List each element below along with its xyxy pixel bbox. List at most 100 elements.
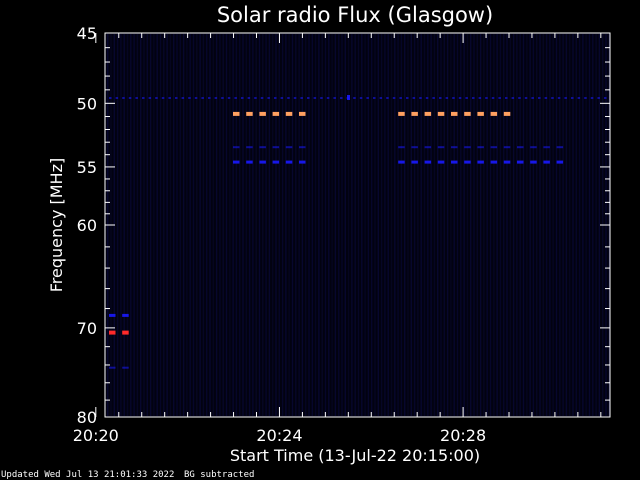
feature-dash-1 [259, 111, 266, 116]
feature-dash-6 [543, 160, 550, 164]
noise-stripe [146, 34, 148, 416]
feature-dash-2 [477, 111, 484, 116]
noise-stripe [265, 34, 267, 416]
noise-stripe [463, 34, 465, 416]
noise-stripe [206, 34, 208, 416]
noise-stripe [466, 34, 469, 416]
feature-dash-0 [326, 97, 330, 99]
feature-dash-9 [109, 366, 116, 369]
noise-stripe [331, 34, 333, 416]
noise-stripe [123, 34, 125, 416]
feature-dash-6 [530, 160, 537, 164]
updated-timestamp: Updated Wed Jul 13 21:01:33 2022 [1, 470, 175, 480]
feature-dash-6 [556, 160, 564, 164]
noise-stripe [235, 34, 238, 416]
noise-stripe [133, 34, 135, 416]
x-axis-label: Start Time (13-Jul-22 20:15:00) [230, 446, 480, 465]
noise-stripe [390, 34, 393, 416]
feature-dash-5 [477, 146, 484, 149]
plot-area [105, 33, 610, 417]
noise-stripe [506, 34, 508, 416]
feature-dash-2 [503, 111, 511, 116]
noise-stripe [512, 34, 515, 416]
noise-stripe [496, 34, 498, 416]
feature-dash-6 [398, 160, 405, 164]
noise-stripe [242, 34, 244, 416]
feature-dash-0 [445, 97, 449, 99]
noise-stripe [380, 34, 383, 416]
feature-dash-0 [181, 97, 185, 99]
noise-stripe [526, 34, 528, 416]
feature-dash-8 [109, 330, 116, 335]
noise-stripe [572, 34, 574, 416]
feature-dash-6 [477, 160, 484, 164]
feature-dash-5 [517, 146, 524, 149]
noise-stripe [598, 34, 601, 416]
noise-stripe [592, 34, 594, 416]
noise-stripe [437, 34, 439, 416]
feature-dash-0 [221, 97, 224, 99]
noise-stripe [169, 34, 172, 416]
noise-stripe [552, 34, 554, 416]
feature-dash-2 [424, 111, 432, 116]
noise-stripe [212, 34, 214, 416]
feature-dash-0 [254, 97, 257, 99]
feature-dash-2 [437, 111, 445, 116]
noise-stripe [324, 34, 327, 416]
feature-dash-0 [148, 97, 152, 99]
feature-dash-0 [320, 97, 323, 99]
feature-dash-0 [458, 97, 462, 99]
y-tick-label: 50 [77, 94, 97, 113]
noise-stripe [182, 34, 185, 416]
feature-dash-3 [233, 146, 240, 149]
noise-stripe [450, 34, 452, 416]
noise-stripe [347, 34, 350, 416]
noise-stripe [232, 34, 234, 416]
feature-dash-0 [214, 97, 218, 99]
noise-stripe [503, 34, 505, 416]
feature-dash-0 [432, 97, 435, 99]
noise-stripe [585, 34, 587, 416]
noise-stripe [407, 34, 409, 416]
feature-dash-2 [398, 111, 405, 116]
noise-stripe [453, 34, 455, 416]
noise-stripe [229, 34, 231, 416]
noise-stripe [446, 34, 449, 416]
noise-stripe [301, 34, 304, 416]
noise-stripe [176, 34, 178, 416]
noise-stripe [209, 34, 211, 416]
noise-stripe [186, 34, 188, 416]
feature-dash-0 [498, 97, 501, 99]
noise-stripe [311, 34, 313, 416]
noise-stripe [140, 34, 142, 416]
feature-dash-0 [412, 97, 416, 99]
feature-dash-0 [590, 97, 594, 99]
noise-stripe [288, 34, 290, 416]
noise-stripe [126, 34, 129, 416]
noise-stripe [470, 34, 472, 416]
feature-dash-0 [485, 97, 488, 99]
feature-dash-6 [517, 160, 524, 164]
noise-stripe [130, 34, 132, 416]
noise-stripe [569, 34, 571, 416]
feature-dash-0 [538, 97, 541, 99]
noise-stripe [305, 34, 307, 416]
noise-stripe [509, 34, 511, 416]
feature-dash-6 [411, 160, 418, 164]
spectral-features [109, 95, 607, 369]
noise-stripe [476, 34, 478, 416]
feature-dash-6 [503, 160, 511, 164]
feature-dash-0 [425, 97, 429, 99]
feature-dash-0 [564, 97, 567, 99]
noise-stripe [321, 34, 323, 416]
noise-stripe [199, 34, 201, 416]
noise-stripe [588, 34, 591, 416]
y-tick-label: 55 [77, 158, 97, 177]
noise-stripe [219, 34, 221, 416]
x-tick-label: 20:28 [440, 426, 486, 445]
noise-stripe [156, 34, 158, 416]
noise-stripe [239, 34, 241, 416]
feature-dash-0 [201, 97, 204, 99]
feature-speck [347, 95, 350, 100]
feature-dash-4 [233, 160, 240, 164]
